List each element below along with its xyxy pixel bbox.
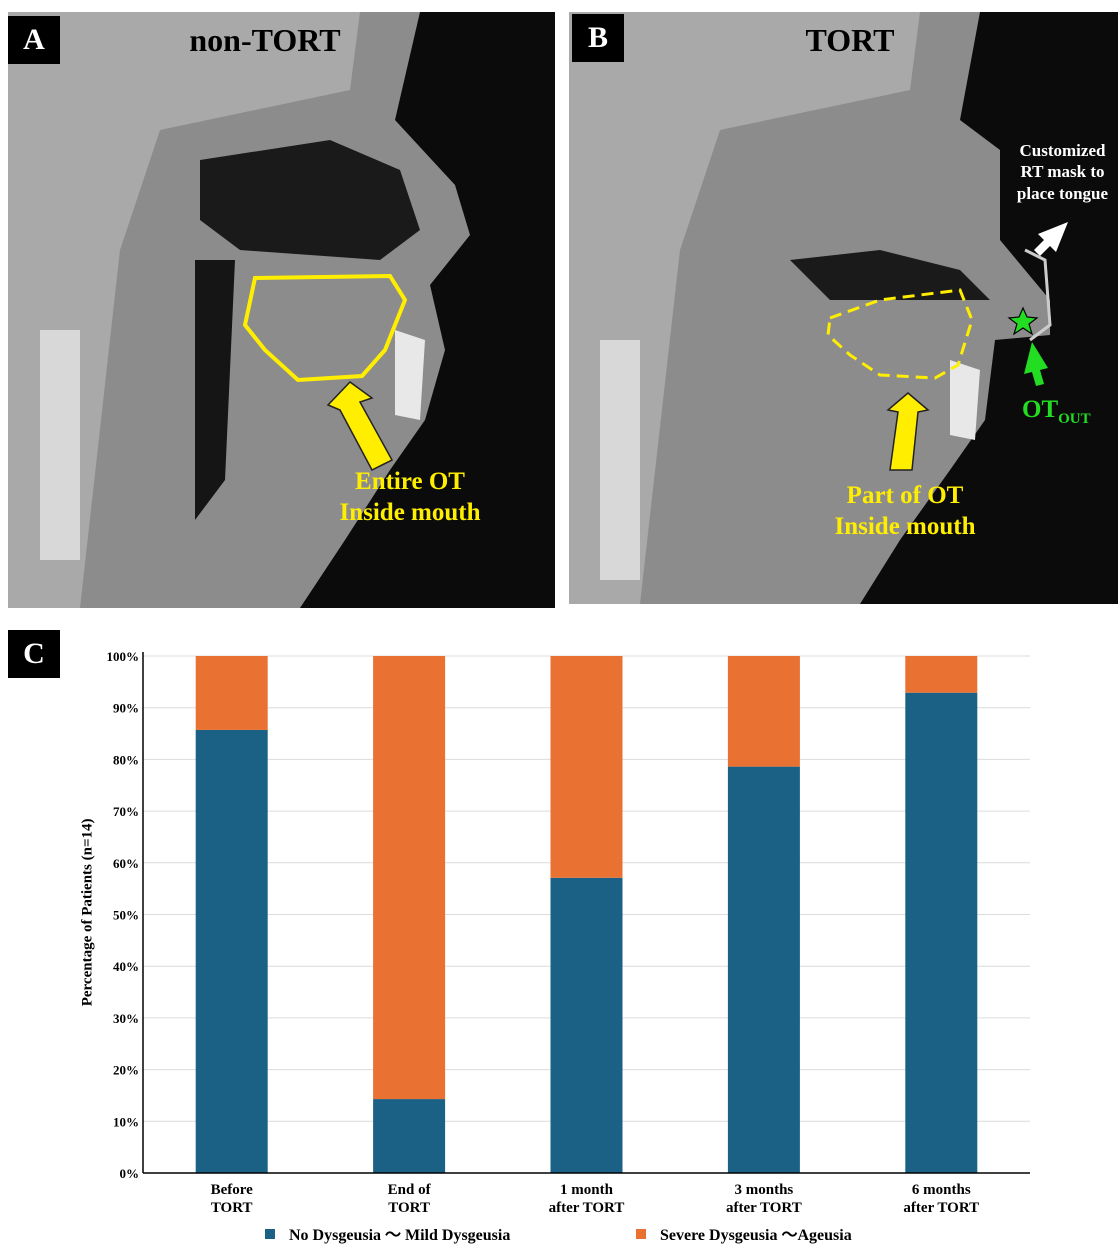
bar-segment <box>196 656 268 730</box>
y-tick-label: 40% <box>113 959 139 974</box>
y-tick-label: 60% <box>113 856 139 871</box>
bar-segment <box>728 767 800 1173</box>
legend-label: No Dysgeusia 〜 Mild Dysgeusia <box>289 1227 510 1244</box>
bar-segment <box>373 656 445 1099</box>
panel-letter: B <box>572 14 624 62</box>
bar-segment <box>905 656 977 693</box>
bar-segment <box>196 730 268 1173</box>
y-tick-label: 90% <box>113 701 139 716</box>
x-tick-label: End of TORT <box>339 1181 479 1217</box>
spine-b <box>600 340 640 580</box>
spine-a <box>40 330 80 560</box>
legend-label: Severe Dysgeusia 〜Ageusia <box>660 1227 852 1244</box>
y-tick-label: 0% <box>120 1166 140 1181</box>
x-tick-label: 1 month after TORT <box>517 1181 657 1217</box>
annotation: Entire OT Inside mouth <box>300 466 520 529</box>
mask-note: Customized RT mask to place tongue <box>995 140 1118 204</box>
legend-swatch <box>265 1229 275 1239</box>
y-tick-label: 10% <box>113 1114 139 1129</box>
mandible-b <box>950 360 980 440</box>
ot-label: OT <box>1022 396 1058 423</box>
ot-subscript: OUT <box>1058 411 1091 427</box>
bar-segment <box>905 693 977 1173</box>
figure: 0% 10% 20% 30% 40% 50% 60% 70% 80% 90% 100% No Dysg… <box>0 0 1118 1244</box>
panel-letter: C <box>8 630 60 678</box>
panel-title: TORT <box>750 20 950 60</box>
legend-swatch <box>636 1229 646 1239</box>
y-tick-label: 50% <box>113 908 139 923</box>
bar-segment <box>373 1099 445 1173</box>
mandible-a <box>395 330 425 420</box>
figure-graphics: 0% 10% 20% 30% 40% 50% 60% 70% 80% 90% 100% No Dysg… <box>0 0 1118 1244</box>
y-axis-title: Percentage of Patients (n=14) <box>79 762 98 1062</box>
y-tick-label: 70% <box>113 804 139 819</box>
bar-segment <box>551 878 623 1173</box>
y-tick-label: 30% <box>113 1011 139 1026</box>
panel-letter: A <box>8 16 60 64</box>
bar-segment <box>551 656 623 878</box>
y-tick-label: 100% <box>107 649 140 664</box>
annotation: Part of OT Inside mouth <box>795 480 1015 543</box>
bar-segment <box>728 656 800 767</box>
x-tick-label: 3 months after TORT <box>694 1181 834 1217</box>
y-tick-label: 80% <box>113 752 139 767</box>
panel-title: non-TORT <box>115 20 415 60</box>
x-tick-label: 6 months after TORT <box>871 1181 1011 1217</box>
x-tick-label: Before TORT <box>162 1181 302 1217</box>
y-tick-label: 20% <box>113 1063 139 1078</box>
ot-out-label: OTOUT <box>1022 396 1091 428</box>
